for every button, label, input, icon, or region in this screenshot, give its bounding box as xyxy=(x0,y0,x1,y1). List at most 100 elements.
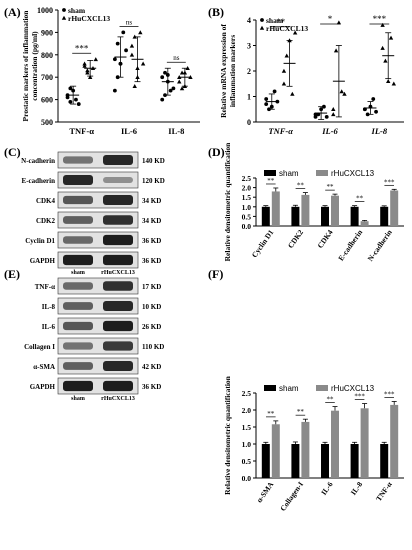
bar-chart-D: 0.00.51.01.52.02.5 Relative densitometric… xyxy=(223,142,404,263)
data-point-rHuCXCL13 xyxy=(281,81,287,86)
category-label: IL-6 xyxy=(121,126,137,136)
y-tick-label: 1 xyxy=(247,93,251,102)
bar-rHuCXCL13 xyxy=(360,408,369,478)
y-axis-label: Relative densitometric quantification xyxy=(223,142,232,262)
category-label: TNF-α xyxy=(69,126,94,136)
category-label: IL-8 xyxy=(349,480,365,497)
significance-label: ns xyxy=(173,54,180,62)
blot-row-label: GAPDH xyxy=(30,383,56,391)
data-point-sham xyxy=(74,97,78,102)
significance-label: *** xyxy=(354,393,365,401)
blot-kd-label: 110 KD xyxy=(142,343,164,351)
blot-band-sham xyxy=(63,175,93,185)
data-point-rHuCXCL13 xyxy=(391,81,397,86)
legend-label: sham xyxy=(68,6,86,15)
category-label: IL-8 xyxy=(168,126,184,136)
data-point-rHuCXCL13 xyxy=(380,22,385,27)
data-point-sham xyxy=(272,89,277,94)
category-label: CDK2 xyxy=(286,228,305,250)
category-label: CDK4 xyxy=(316,228,335,250)
data-point-rHuCXCL13 xyxy=(336,20,342,25)
y-axis-label: Prostatic markers of inflammationconcent… xyxy=(21,10,39,122)
data-point-sham xyxy=(160,75,165,80)
blot-band-rHuCXCL13 xyxy=(103,215,133,225)
data-point-rHuCXCL13 xyxy=(292,30,298,35)
y-tick-label: 4 xyxy=(247,16,251,25)
y-tick-label: 1.5 xyxy=(242,193,252,202)
category-label: IL-6 xyxy=(319,480,335,497)
y-tick-label: 2.5 xyxy=(242,389,252,398)
y-tick-label: 1000 xyxy=(37,6,53,15)
y-axis-label-line: inflammation markers xyxy=(228,35,237,107)
bar-sham xyxy=(350,444,359,478)
blot-kd-label: 17 KD xyxy=(142,283,161,291)
y-tick-label: 0.0 xyxy=(242,222,252,231)
data-point-rHuCXCL13 xyxy=(85,68,90,73)
y-tick-label: 900 xyxy=(41,28,53,37)
blot-kd-label: 26 KD xyxy=(142,323,161,331)
data-point-sham xyxy=(65,95,70,100)
significance-label: * xyxy=(328,14,333,24)
blot-row-label: IL-8 xyxy=(42,303,56,311)
y-tick-label: 600 xyxy=(41,96,53,105)
significance-label: ** xyxy=(327,396,335,404)
legend-swatch-sham xyxy=(264,385,276,391)
blot-band-sham xyxy=(63,156,93,164)
blot-kd-label: 34 KD xyxy=(142,197,161,205)
blot-band-rHuCXCL13 xyxy=(103,176,133,184)
data-point-rHuCXCL13 xyxy=(331,112,336,117)
data-point-rHuCXCL13 xyxy=(177,79,182,84)
data-point-sham xyxy=(163,70,167,75)
data-point-sham xyxy=(371,97,376,101)
data-point-sham xyxy=(324,115,329,119)
bar-rHuCXCL13 xyxy=(390,404,399,478)
bar-rHuCXCL13 xyxy=(360,221,369,226)
data-point-sham xyxy=(168,88,173,93)
panel-label-C: (C) xyxy=(4,145,21,159)
category-label: Collagen-I xyxy=(278,480,305,513)
significance-label: *** xyxy=(75,43,89,53)
blot-band-sham xyxy=(63,236,93,244)
bar-sham xyxy=(321,206,329,226)
y-axis-label: Relative densitometric quantification xyxy=(223,375,232,495)
blot-band-rHuCXCL13 xyxy=(103,254,133,266)
significance-label: ** xyxy=(267,177,275,185)
blot-band-rHuCXCL13 xyxy=(103,195,133,205)
data-point-rHuCXCL13 xyxy=(290,91,295,96)
blot-band-rHuCXCL13 xyxy=(103,281,133,291)
blot-row-label: CDK2 xyxy=(36,217,56,225)
bar-rHuCXCL13 xyxy=(271,191,280,226)
data-point-rHuCXCL13 xyxy=(140,61,146,66)
blot-band-rHuCXCL13 xyxy=(103,234,133,246)
y-axis-label-line: concentration (pg/ml) xyxy=(30,31,39,101)
data-point-sham xyxy=(76,102,81,106)
data-point-rHuCXCL13 xyxy=(132,83,137,88)
blot-band-sham xyxy=(63,282,93,290)
data-point-sham xyxy=(112,88,117,93)
data-point-rHuCXCL13 xyxy=(129,43,135,48)
panel-label-A: (A) xyxy=(4,5,21,19)
bar-sham xyxy=(380,444,389,478)
blot-row-label: N-cadherin xyxy=(21,157,55,165)
legend-marker-rHuCXCL13 xyxy=(259,25,265,30)
y-tick-label: 700 xyxy=(41,73,53,82)
blot-band-sham xyxy=(63,380,93,392)
blot-band-rHuCXCL13 xyxy=(103,341,133,351)
data-point-sham xyxy=(264,97,269,101)
y-tick-label: 2 xyxy=(247,67,251,76)
legend-swatch-sham xyxy=(264,170,276,176)
data-point-rHuCXCL13 xyxy=(179,86,185,91)
significance-label: *** xyxy=(384,391,395,399)
data-point-rHuCXCL13 xyxy=(179,70,185,75)
blot-band-rHuCXCL13 xyxy=(103,155,133,165)
category-label: N-cadherin xyxy=(366,227,395,263)
blot-row-label: CDK4 xyxy=(36,197,56,205)
western-blot-E: TNF-α 17 KD IL-8 10 KD IL-6 26 KD Collagen I 11… xyxy=(24,277,164,402)
blot-band-sham xyxy=(63,362,93,370)
blot-kd-label: 140 KD xyxy=(142,157,165,165)
y-tick-label: 1.0 xyxy=(242,203,252,212)
data-point-sham xyxy=(115,41,120,46)
lane-label: sham xyxy=(71,270,85,276)
data-point-sham xyxy=(112,57,117,62)
